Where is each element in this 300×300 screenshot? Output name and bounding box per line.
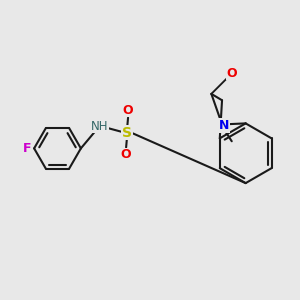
- Text: O: O: [226, 67, 237, 80]
- Text: O: O: [121, 148, 131, 161]
- Text: F: F: [23, 142, 31, 155]
- Text: NH: NH: [91, 120, 108, 133]
- Text: S: S: [122, 125, 132, 140]
- Text: O: O: [123, 104, 134, 117]
- Text: N: N: [219, 119, 229, 132]
